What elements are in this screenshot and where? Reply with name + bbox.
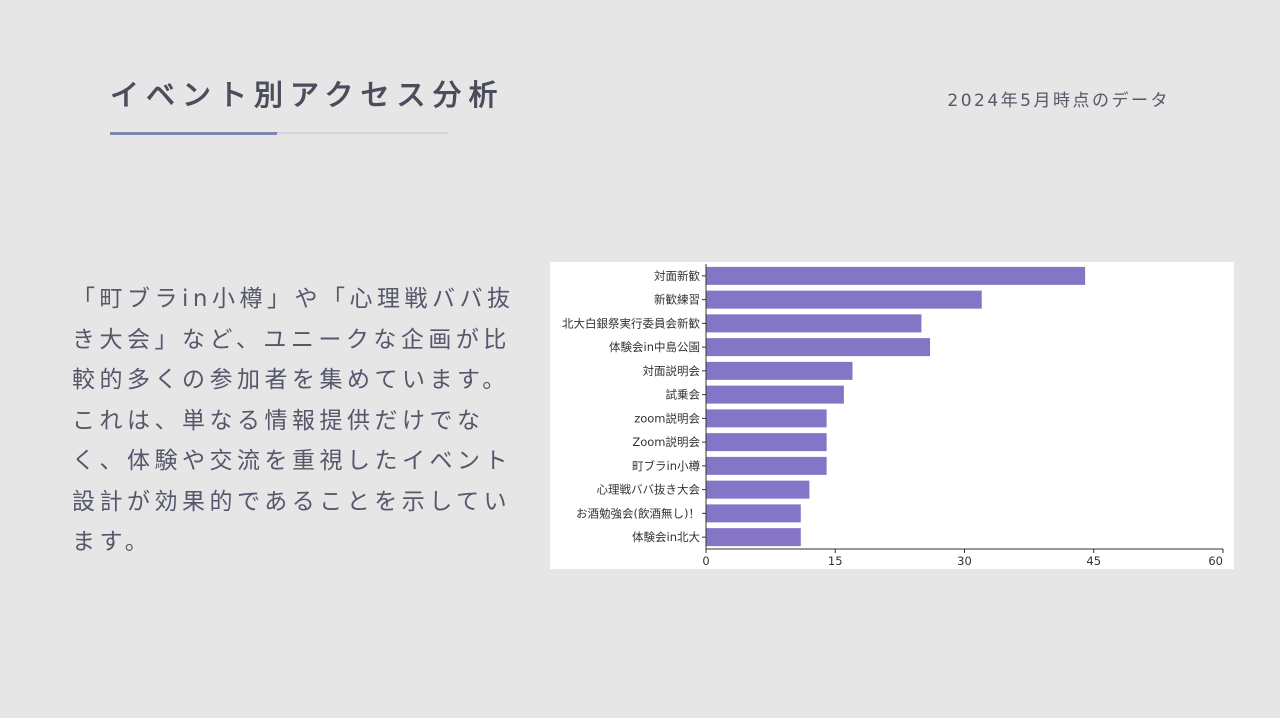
bar-8: [706, 456, 827, 475]
page-title: イベント別アクセス分析: [110, 78, 505, 112]
title-underline-accent: [110, 132, 277, 135]
category-label-0: 対面新歓: [654, 269, 700, 283]
x-tick-label-4: 60: [1208, 554, 1223, 568]
category-label-10: お酒勉強会(飲酒無し)！: [576, 506, 700, 520]
bar-1: [706, 290, 982, 309]
category-label-9: 心理戦ババ抜き大会: [597, 483, 701, 497]
date-note: 2024年5月時点のデータ: [947, 91, 1170, 111]
category-label-1: 新歓練習: [654, 293, 700, 307]
bar-6: [706, 409, 827, 428]
category-label-4: 対面説明会: [643, 364, 701, 378]
category-label-5: 試乗会: [666, 388, 701, 402]
description-text: 「町ブラin小樽」や「心理戦ババ抜き大会」など、ユニークな企画が比較的多くの参加…: [72, 286, 515, 555]
bar-9: [706, 480, 810, 499]
title-underline: [110, 132, 448, 134]
bar-3: [706, 338, 931, 357]
category-label-11: 体験会in北大: [632, 530, 700, 544]
x-ticks-group: 0 15 30 45 60: [702, 549, 1224, 568]
x-tick-label-1: 15: [828, 554, 843, 568]
bar-0: [706, 266, 1086, 285]
bar-10: [706, 504, 801, 523]
category-label-3: 体験会in中島公園: [609, 340, 700, 354]
bar-2: [706, 314, 922, 333]
bars-group: [706, 266, 1086, 547]
category-label-2: 北大白銀祭実行委員会新歓: [562, 316, 700, 330]
category-label-7: Zoom説明会: [632, 435, 700, 449]
chart-panel: 対面新歓新歓練習北大白銀祭実行委員会新歓体験会in中島公園対面説明会試乗会 zoo…: [550, 262, 1234, 569]
x-tick-label-0: 0: [702, 554, 709, 568]
x-tick-label-2: 30: [957, 554, 972, 568]
x-tick-label-3: 45: [1086, 554, 1101, 568]
bar-11: [706, 528, 801, 547]
bar-5: [706, 385, 844, 404]
category-label-6: zoom説明会: [634, 411, 700, 425]
bar-7: [706, 433, 827, 452]
category-label-8: 町ブラin小樽: [632, 459, 700, 473]
bar-4: [706, 361, 853, 380]
